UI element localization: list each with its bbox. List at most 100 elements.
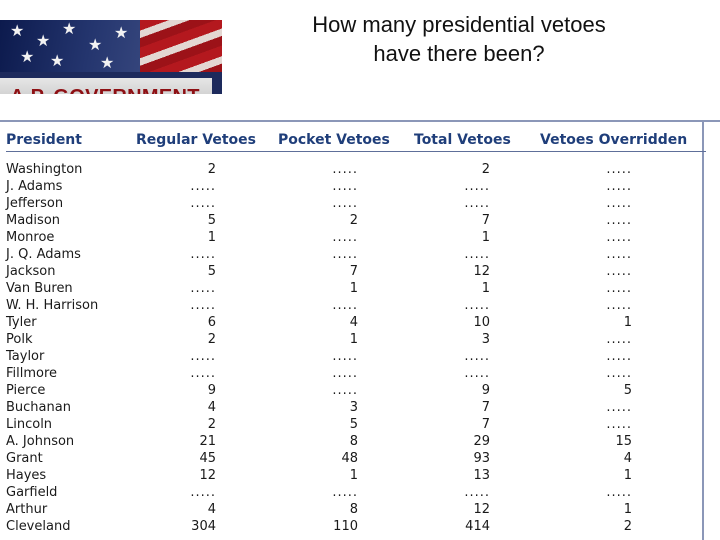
pocket-vetoes-cell: 1	[349, 468, 358, 483]
table-row: Van Buren..... 1 1.....	[6, 280, 706, 297]
table-row: Tyler 6 4 10 1	[6, 314, 706, 331]
table-row: Taylor....................	[6, 348, 706, 365]
slide-heading: How many presidential vetoes have there …	[252, 10, 666, 68]
total-vetoes-cell: 93	[473, 451, 490, 466]
overridden-cell: .....	[606, 179, 632, 194]
overridden-cell: .....	[606, 298, 632, 313]
table-row: Grant 45 48 93 4	[6, 450, 706, 467]
pocket-vetoes-cell: 4	[349, 315, 358, 330]
overridden-cell: .....	[606, 400, 632, 415]
regular-vetoes-cell: 9	[207, 383, 216, 398]
pocket-vetoes-cell: 110	[333, 519, 358, 534]
table-row: J. Q. Adams....................	[6, 246, 706, 263]
president-cell: Cleveland	[6, 519, 71, 534]
overridden-cell: 15	[615, 434, 632, 449]
pocket-vetoes-cell: .....	[332, 383, 358, 398]
regular-vetoes-cell: 2	[207, 162, 216, 177]
overridden-cell: .....	[606, 196, 632, 211]
star-icon: ★	[62, 21, 77, 38]
regular-vetoes-cell: .....	[190, 349, 216, 364]
regular-vetoes-cell: 1	[207, 230, 216, 245]
president-cell: Buchanan	[6, 400, 71, 415]
overridden-cell: .....	[606, 264, 632, 279]
header-president: President	[6, 132, 82, 148]
overridden-cell: .....	[606, 247, 632, 262]
overridden-cell: .....	[606, 349, 632, 364]
regular-vetoes-cell: 6	[207, 315, 216, 330]
header-divider	[6, 151, 706, 152]
regular-vetoes-cell: .....	[190, 196, 216, 211]
regular-vetoes-cell: 12	[199, 468, 216, 483]
regular-vetoes-cell: .....	[190, 179, 216, 194]
star-icon: ★	[50, 53, 65, 70]
table-row: Washington 2..... 2.....	[6, 161, 706, 178]
pocket-vetoes-cell: 8	[349, 502, 358, 517]
overridden-cell: .....	[606, 332, 632, 347]
total-vetoes-cell: 10	[473, 315, 490, 330]
total-vetoes-cell: .....	[464, 366, 490, 381]
star-icon: ★	[100, 55, 115, 72]
table-row: Jackson 5 7 12.....	[6, 263, 706, 280]
header-total-vetoes: Total Vetoes	[414, 132, 511, 148]
overridden-cell: .....	[606, 366, 632, 381]
header-regular-vetoes: Regular Vetoes	[136, 132, 256, 148]
header-pocket-vetoes: Pocket Vetoes	[278, 132, 390, 148]
pocket-vetoes-cell: .....	[332, 162, 358, 177]
total-vetoes-cell: 7	[481, 400, 490, 415]
pocket-vetoes-cell: .....	[332, 196, 358, 211]
pocket-vetoes-cell: .....	[332, 179, 358, 194]
overridden-cell: .....	[606, 281, 632, 296]
pocket-vetoes-cell: 1	[349, 281, 358, 296]
table-row: Pierce 9..... 9 5	[6, 382, 706, 399]
total-vetoes-cell: 414	[465, 519, 490, 534]
total-vetoes-cell: 1	[481, 281, 490, 296]
president-cell: Grant	[6, 451, 43, 466]
total-vetoes-cell: 13	[473, 468, 490, 483]
president-cell: Taylor	[6, 349, 45, 364]
star-icon: ★	[20, 49, 35, 66]
table-row: Garfield....................	[6, 484, 706, 501]
table-row: Madison 5 2 7.....	[6, 212, 706, 229]
total-vetoes-cell: .....	[464, 298, 490, 313]
regular-vetoes-cell: .....	[190, 298, 216, 313]
star-icon: ★	[88, 37, 103, 54]
overridden-cell: .....	[606, 213, 632, 228]
total-vetoes-cell: 7	[481, 417, 490, 432]
total-vetoes-cell: .....	[464, 179, 490, 194]
table-row: Polk 2 1 3.....	[6, 331, 706, 348]
pocket-vetoes-cell: .....	[332, 247, 358, 262]
star-icon: ★	[114, 25, 129, 42]
total-vetoes-cell: .....	[464, 349, 490, 364]
frame-top-line	[0, 120, 720, 122]
president-cell: A. Johnson	[6, 434, 75, 449]
ap-government-banner: ★ ★ ★ ★ ★ ★ ★ ★ A.P. GOVERNMENT	[0, 20, 222, 94]
total-vetoes-cell: 9	[481, 383, 490, 398]
total-vetoes-cell: 29	[473, 434, 490, 449]
banner-title-plate	[0, 78, 212, 94]
star-icon: ★	[36, 33, 51, 50]
president-cell: Pierce	[6, 383, 46, 398]
total-vetoes-cell: 7	[481, 213, 490, 228]
overridden-cell: .....	[606, 417, 632, 432]
regular-vetoes-cell: 21	[199, 434, 216, 449]
heading-line-2: have there been?	[373, 41, 545, 66]
pocket-vetoes-cell: 48	[341, 451, 358, 466]
table-row: W. H. Harrison....................	[6, 297, 706, 314]
president-cell: Lincoln	[6, 417, 53, 432]
pocket-vetoes-cell: .....	[332, 485, 358, 500]
president-cell: Hayes	[6, 468, 47, 483]
president-cell: Polk	[6, 332, 33, 347]
pocket-vetoes-cell: .....	[332, 366, 358, 381]
total-vetoes-cell: .....	[464, 196, 490, 211]
overridden-cell: 1	[623, 315, 632, 330]
flag-stripes	[140, 20, 222, 72]
total-vetoes-cell: 1	[481, 230, 490, 245]
header-vetoes-overridden: Vetoes Overridden	[540, 132, 688, 148]
total-vetoes-cell: .....	[464, 247, 490, 262]
regular-vetoes-cell: .....	[190, 366, 216, 381]
regular-vetoes-cell: 4	[207, 400, 216, 415]
regular-vetoes-cell: 2	[207, 417, 216, 432]
table-row: Lincoln 2 5 7.....	[6, 416, 706, 433]
overridden-cell: 1	[623, 468, 632, 483]
regular-vetoes-cell: .....	[190, 485, 216, 500]
